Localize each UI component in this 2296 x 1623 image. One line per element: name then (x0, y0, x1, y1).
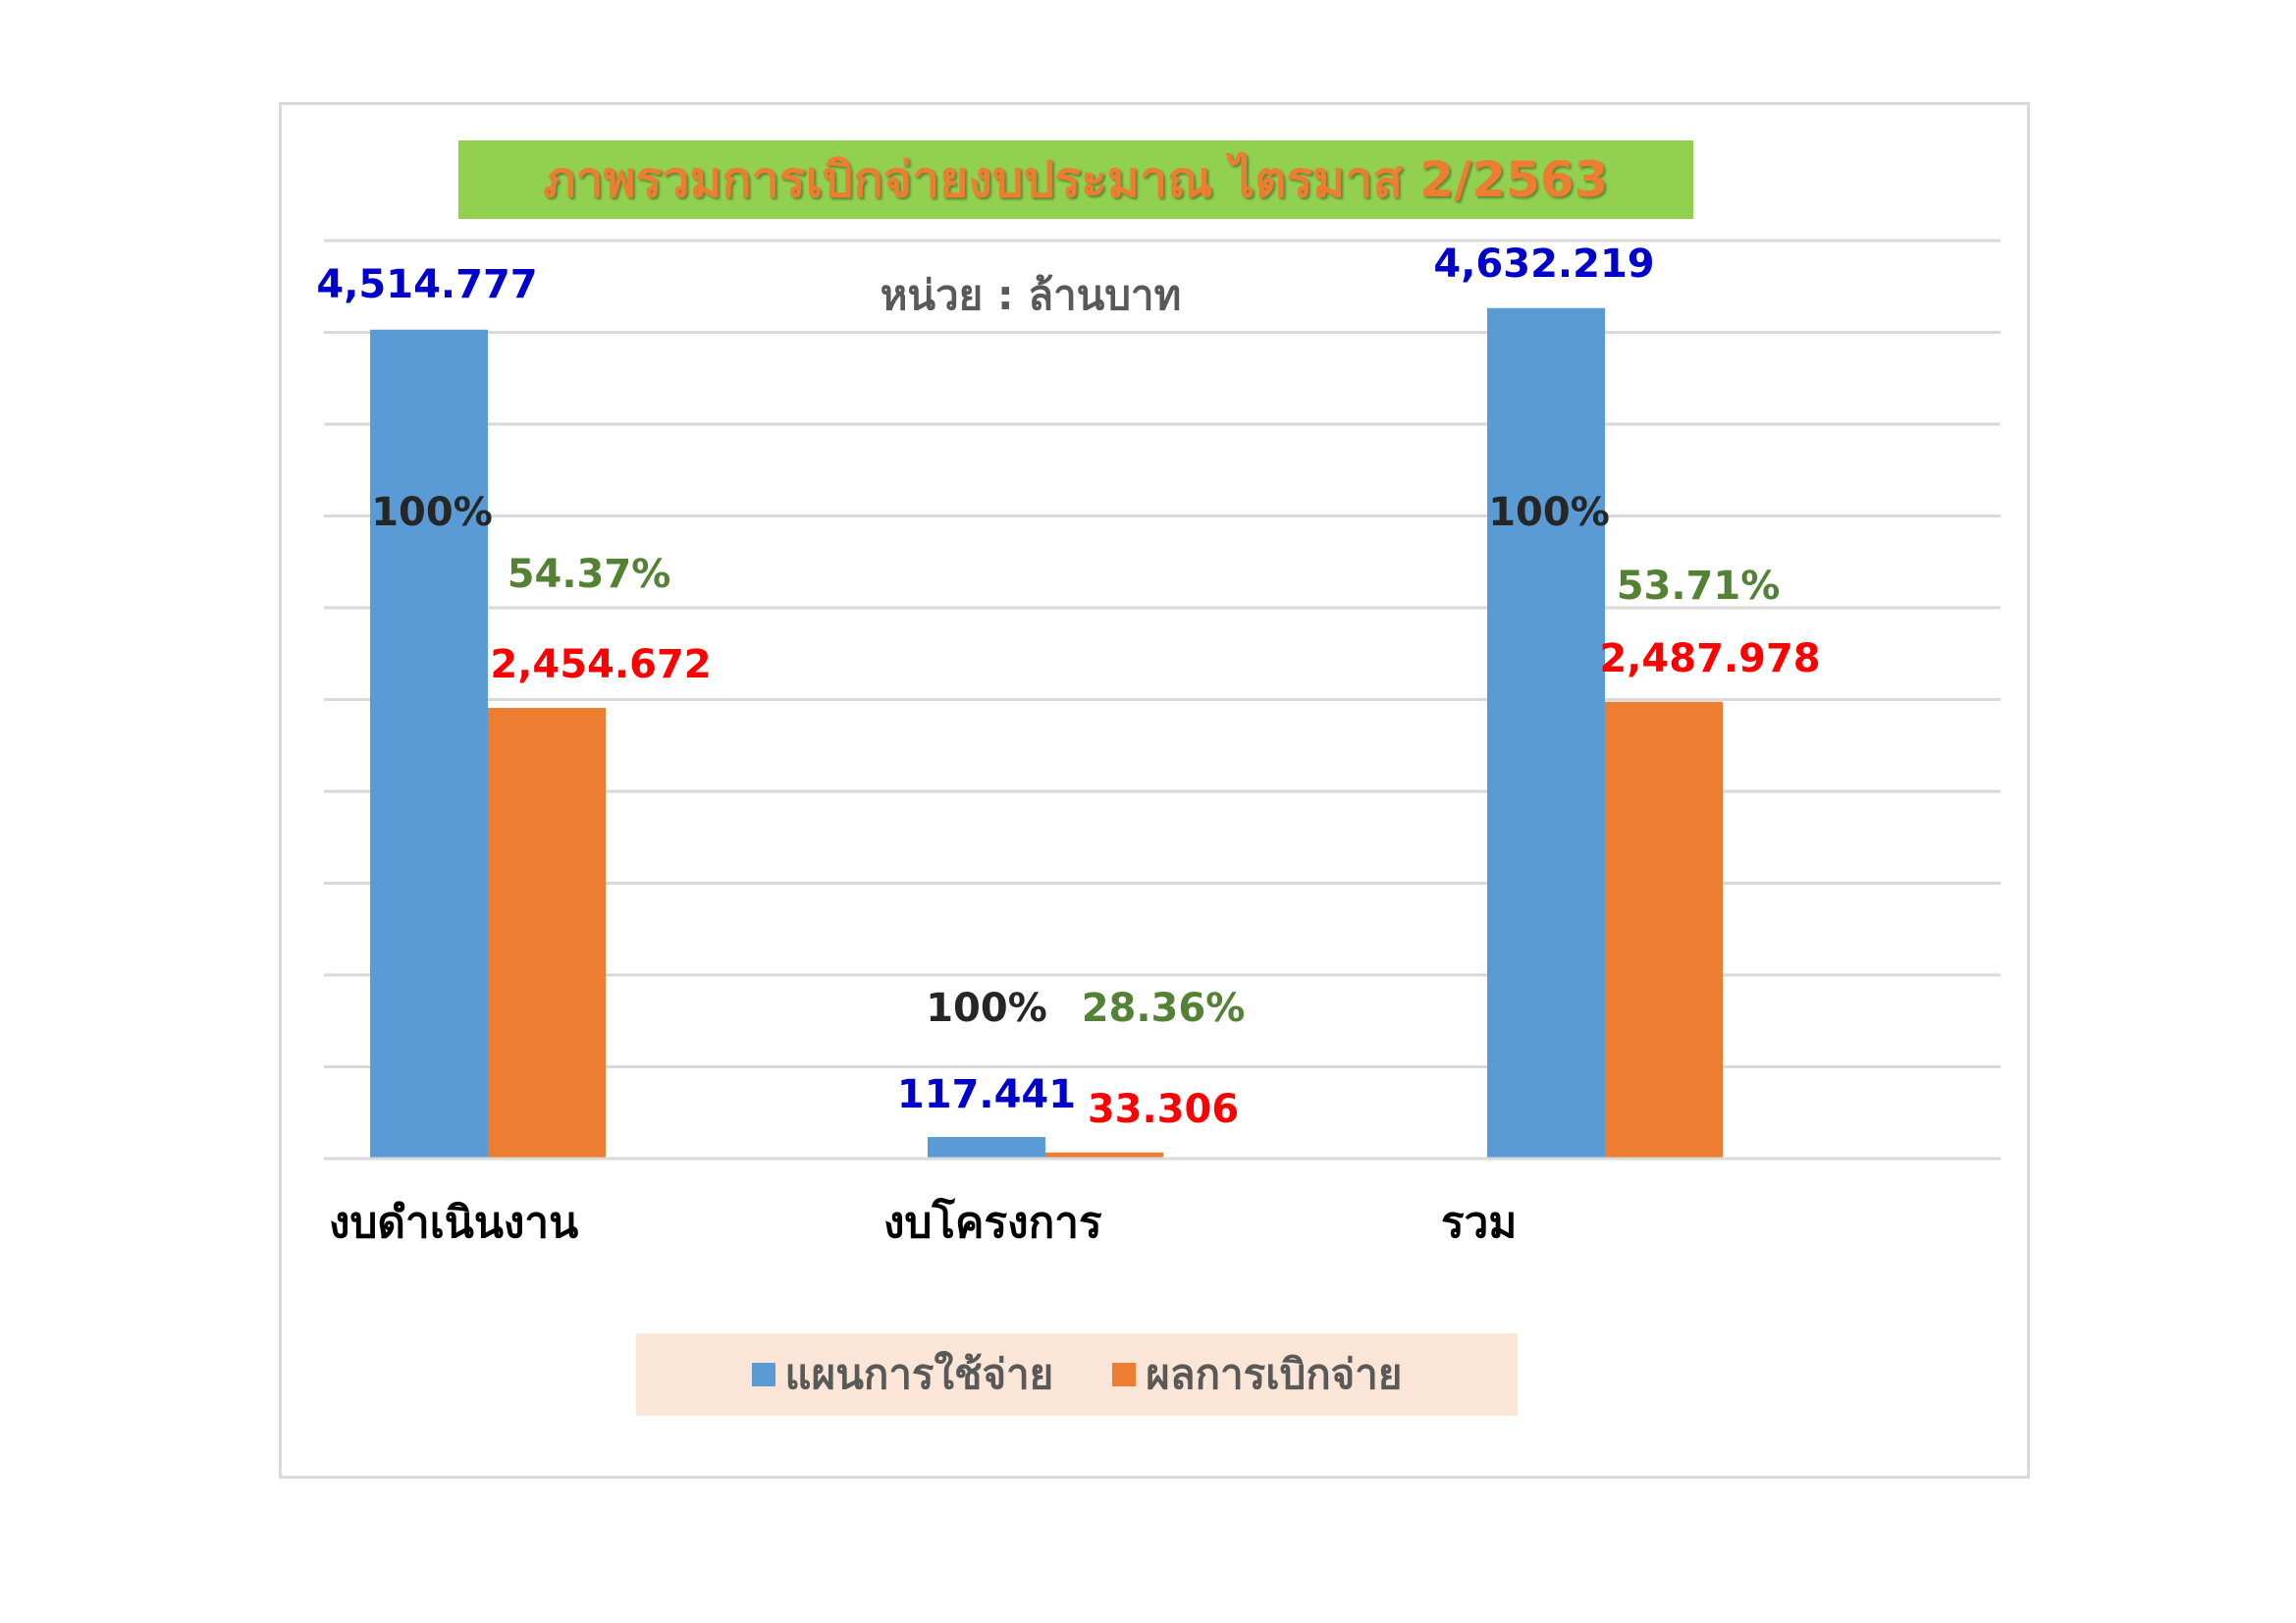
data-label-result-percent: 53.71% (1617, 564, 1781, 609)
data-label-result-value: 33.306 (1088, 1087, 1239, 1132)
legend-label-result: ผลการเบิกจ่าย (1146, 1350, 1403, 1398)
data-label-plan-percent: 100% (926, 986, 1047, 1031)
data-label-plan-percent: 100% (1488, 490, 1610, 535)
chart-title-box: ภาพรวมการเบิกจ่ายงบประมาณ ไตรมาส 2/2563 (458, 140, 1693, 219)
unit-label: หน่วย : ล้านบาท (880, 271, 1182, 319)
bar-plan (928, 1137, 1045, 1159)
category-label: รวม (1441, 1198, 1517, 1248)
legend-item-plan: แผนการใช้จ่าย (751, 1342, 1054, 1407)
data-label-plan-value: 4,514.777 (316, 262, 537, 307)
legend: แผนการใช้จ่าย ผลการเบิกจ่าย (636, 1333, 1518, 1416)
legend-item-result: ผลการเบิกจ่าย (1112, 1342, 1402, 1407)
data-label-plan-value: 4,632.219 (1433, 242, 1654, 287)
legend-label-plan: แผนการใช้จ่าย (784, 1350, 1054, 1398)
data-label-result-percent: 28.36% (1082, 986, 1246, 1031)
bar-result (488, 707, 606, 1159)
legend-swatch-plan (751, 1363, 775, 1386)
data-label-result-percent: 54.37% (507, 552, 671, 597)
bar-result (1045, 1152, 1163, 1159)
bar-plan (1487, 307, 1605, 1160)
chart-title: ภาพรวมการเบิกจ่ายงบประมาณ ไตรมาส 2/2563 (543, 150, 1609, 208)
data-label-result-value: 2,487.978 (1599, 636, 1820, 681)
category-label: งบโครงการ (883, 1196, 1102, 1248)
legend-swatch-result (1112, 1363, 1137, 1386)
data-label-plan-value: 117.441 (897, 1072, 1076, 1117)
bar-plan (370, 329, 488, 1159)
bar-result (1605, 701, 1723, 1159)
data-label-plan-percent: 100% (371, 490, 493, 535)
data-label-result-value: 2,454.672 (490, 642, 711, 687)
category-label: งบดำเนินงาน (329, 1198, 578, 1248)
